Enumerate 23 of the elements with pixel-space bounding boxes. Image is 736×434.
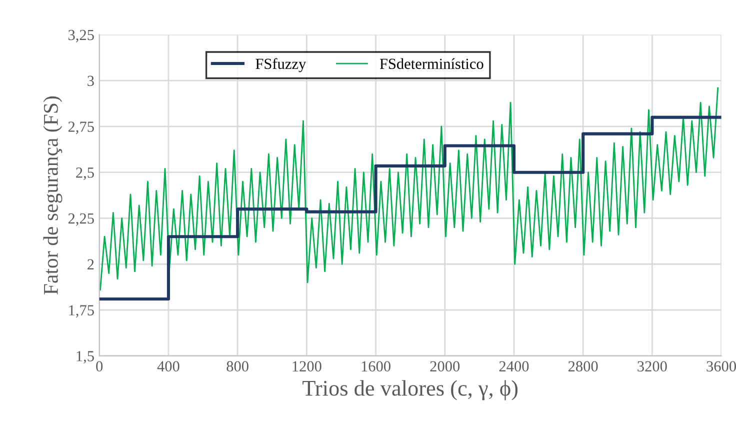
legend-label: FSfuzzy bbox=[256, 58, 306, 72]
legend-label: FSdeterminístico bbox=[380, 58, 484, 70]
x-tick-label: 400 bbox=[157, 361, 180, 372]
y-axis-title: Fator de segurança (FS) bbox=[43, 96, 62, 294]
y-tick-label: 2,25 bbox=[68, 213, 94, 226]
x-tick-label: 800 bbox=[226, 361, 248, 372]
x-tick-label: 1600 bbox=[362, 361, 390, 372]
y-tick-label: 1,75 bbox=[69, 305, 94, 318]
y-tick-label: 1,5 bbox=[76, 351, 94, 364]
x-tick-label: 0 bbox=[96, 361, 103, 372]
x-tick-label: 3200 bbox=[638, 361, 667, 372]
y-tick-label: 3 bbox=[88, 76, 94, 86]
x-tick-label: 2400 bbox=[499, 361, 529, 372]
y-tick-label: 2,5 bbox=[76, 168, 94, 180]
y-tick-label: 3,25 bbox=[68, 30, 94, 42]
x-tick-label: 2800 bbox=[568, 361, 598, 372]
x-tick-label: 2000 bbox=[430, 361, 460, 372]
x-tick-label: 3600 bbox=[706, 361, 736, 372]
x-tick-label: 1200 bbox=[292, 361, 322, 372]
y-tick-label: 2 bbox=[88, 259, 94, 270]
x-axis-title: Trios de valores (c, γ, ϕ) bbox=[302, 380, 518, 400]
y-tick-label: 2,75 bbox=[68, 122, 94, 134]
line-series bbox=[100, 87, 719, 291]
